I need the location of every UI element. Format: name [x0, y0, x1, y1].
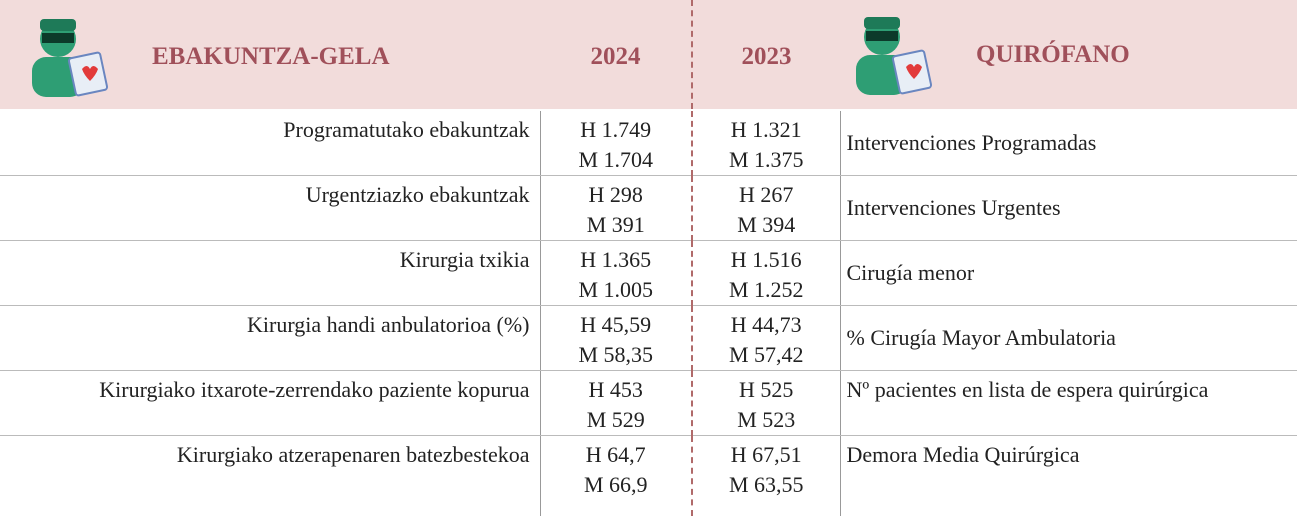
- row: Kirurgiako atzerapenaren batezbestekoa H …: [0, 435, 1297, 516]
- title: EBAKUNTZA-GELA: [152, 42, 390, 70]
- row: Kirurgiako itxarote-zerrendako paziente …: [0, 370, 1297, 436]
- value: H 44,73: [730, 312, 802, 337]
- value-cell: H 525 M 523: [692, 370, 841, 436]
- value: M 1.005: [578, 277, 654, 302]
- label-eu: Kirurgia txikia: [0, 240, 541, 306]
- value-cell: H 45,59 M 58,35: [540, 305, 693, 371]
- value: M 58,35: [578, 342, 654, 367]
- value: H 1.321: [730, 117, 802, 142]
- value: H 267: [739, 182, 794, 207]
- label-es: % Cirugía Mayor Ambulatoria: [840, 305, 1297, 371]
- label-eu: Kirurgiako itxarote-zerrendako paziente …: [0, 370, 541, 436]
- value-cell: H 44,73 M 57,42: [692, 305, 841, 371]
- value: H 525: [739, 377, 794, 402]
- table-body: Programatutako ebakuntzak H 1.749 M 1.704 H…: [0, 110, 1297, 516]
- value: M 391: [586, 212, 645, 237]
- header-cell: 2023: [692, 0, 840, 111]
- value-cell: H 298 M 391: [540, 175, 693, 241]
- header-cell: QUIRÓFANO: [840, 0, 1297, 111]
- value-cell: H 67,51 M 63,55: [692, 435, 841, 516]
- value: M 57,42: [728, 342, 804, 367]
- value: M 63,55: [728, 472, 804, 497]
- label-es: Intervenciones Programadas: [840, 110, 1297, 176]
- label-eu: Kirurgia handi anbulatorioa (%): [0, 305, 541, 371]
- icon: [856, 16, 933, 95]
- label-es: Nº pacientes en lista de espera quirúrgi…: [840, 370, 1297, 436]
- value: H 64,7: [585, 442, 646, 467]
- value-cell: H 1.749 M 1.704: [540, 110, 693, 176]
- value: M 394: [737, 212, 796, 237]
- icon: [32, 18, 109, 97]
- header-row: EBAKUNTZA-GELA 2024 2023 QUIRÓFANO: [0, 0, 1297, 111]
- value-cell: H 1.365 M 1.005: [540, 240, 693, 306]
- value: M 1.252: [728, 277, 804, 302]
- label-eu: Programatutako ebakuntzak: [0, 110, 541, 176]
- label-es: Demora Media Quirúrgica: [846, 442, 1080, 467]
- value: H 1.749: [580, 117, 652, 142]
- value: M 1.375: [728, 147, 804, 172]
- value: H 45,59: [580, 312, 652, 337]
- row: Urgentziazko ebakuntzak H 298 M 391 H 267 M …: [0, 175, 1297, 241]
- value: M 523: [737, 407, 796, 432]
- value-cell: H 453 M 529: [540, 370, 693, 436]
- value: H 67,51: [730, 442, 802, 467]
- value: H 453: [588, 377, 643, 402]
- value: M 529: [586, 407, 645, 432]
- value: M 66,9: [583, 472, 648, 497]
- label-eu: Urgentziazko ebakuntzak: [0, 175, 541, 241]
- header-cell: 2024: [540, 0, 693, 111]
- row: Programatutako ebakuntzak H 1.749 M 1.704 H…: [0, 110, 1297, 176]
- row: Kirurgia txikia H 1.365 M 1.005 H 1.516 M 1.…: [0, 240, 1297, 306]
- label-es: Cirugía menor: [840, 240, 1297, 306]
- header-cell: EBAKUNTZA-GELA: [0, 0, 540, 111]
- value: M 1.704: [578, 147, 654, 172]
- value-cell: H 1.321 M 1.375: [692, 110, 841, 176]
- title: QUIRÓFANO: [976, 40, 1130, 68]
- row: Kirurgia handi anbulatorioa (%) H 45,59 M …: [0, 305, 1297, 371]
- value: H 1.516: [730, 247, 802, 272]
- value: H 298: [588, 182, 643, 207]
- label-es: Intervenciones Urgentes: [840, 175, 1297, 241]
- value-cell: H 267 M 394: [692, 175, 841, 241]
- value: H 1.365: [580, 247, 652, 272]
- value-cell: H 64,7 M 66,9: [540, 435, 693, 516]
- label-eu: Kirurgiako atzerapenaren batezbestekoa: [0, 435, 541, 516]
- value-cell: H 1.516 M 1.252: [692, 240, 841, 306]
